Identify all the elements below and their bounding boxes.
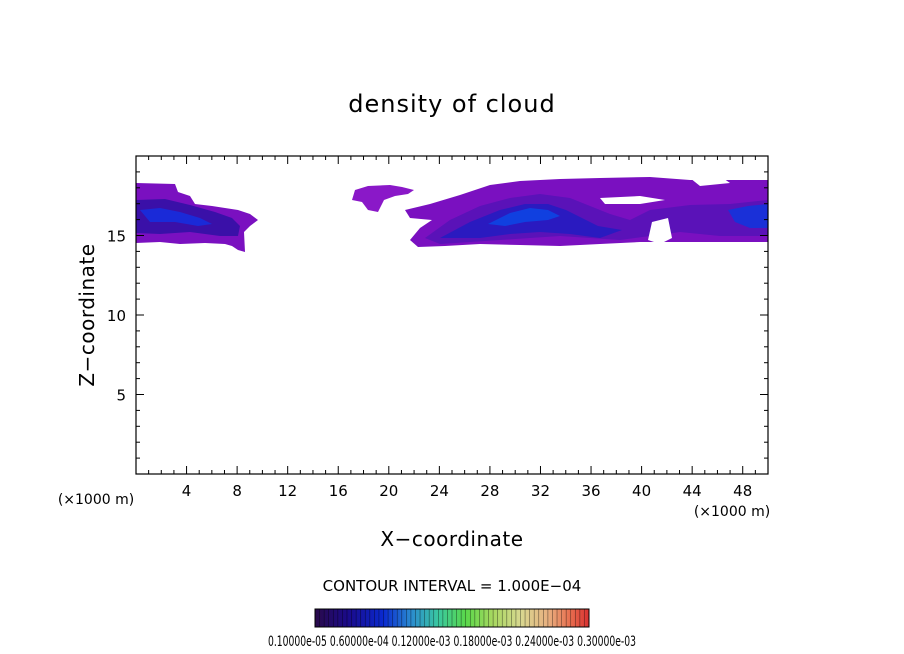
x-tick-label: 4: [182, 482, 192, 500]
cloud-gap: [690, 176, 730, 186]
y-tick-label: 5: [116, 387, 126, 405]
x-tick-label: 24: [430, 482, 449, 500]
x-tick-label: 48: [733, 482, 752, 500]
x-tick-label: 12: [278, 482, 297, 500]
x-tick-label: 40: [632, 482, 651, 500]
x-tick-label: 44: [683, 482, 702, 500]
cloud-region-middle: [352, 185, 414, 212]
cloud-region-right-edge-core: [728, 204, 768, 228]
x-tick-label: 20: [379, 482, 398, 500]
x-tick-label: 36: [581, 482, 600, 500]
x-tick-label: 16: [329, 482, 348, 500]
chart-title: density of cloud: [348, 90, 555, 118]
x-tick-label: 32: [531, 482, 550, 500]
cloud-region-left-peak: [140, 208, 212, 226]
x-axis-unit-left: (×1000 m): [58, 492, 134, 508]
x-axis-label: X−coordinate: [380, 527, 523, 551]
cloud-field: [136, 176, 768, 252]
y-tick-label: 10: [107, 307, 126, 325]
axis-ticks: [136, 156, 768, 474]
y-axis-label: Z−coordinate: [75, 243, 99, 386]
y-tick-label: 15: [107, 228, 126, 246]
contour-interval: CONTOUR INTERVAL = 1.000E−04: [323, 577, 582, 595]
x-tick-label: 8: [232, 482, 242, 500]
x-tick-labels: 4 8 12 16 20 24 28 32 36 40 44 48: [182, 482, 752, 500]
cloud-region-right-peak: [488, 208, 560, 226]
x-axis-unit-right: (×1000 m): [694, 504, 770, 520]
y-tick-labels: 5 10 15: [107, 228, 126, 405]
colorbar-labels: 0.10000e-05 0.60000e-04 0.12000e-03 0.18…: [268, 634, 636, 650]
colorbar-ticks: [319, 609, 585, 627]
cloud-gap: [648, 218, 672, 244]
cloud-gap: [600, 196, 665, 204]
x-tick-label: 28: [480, 482, 499, 500]
